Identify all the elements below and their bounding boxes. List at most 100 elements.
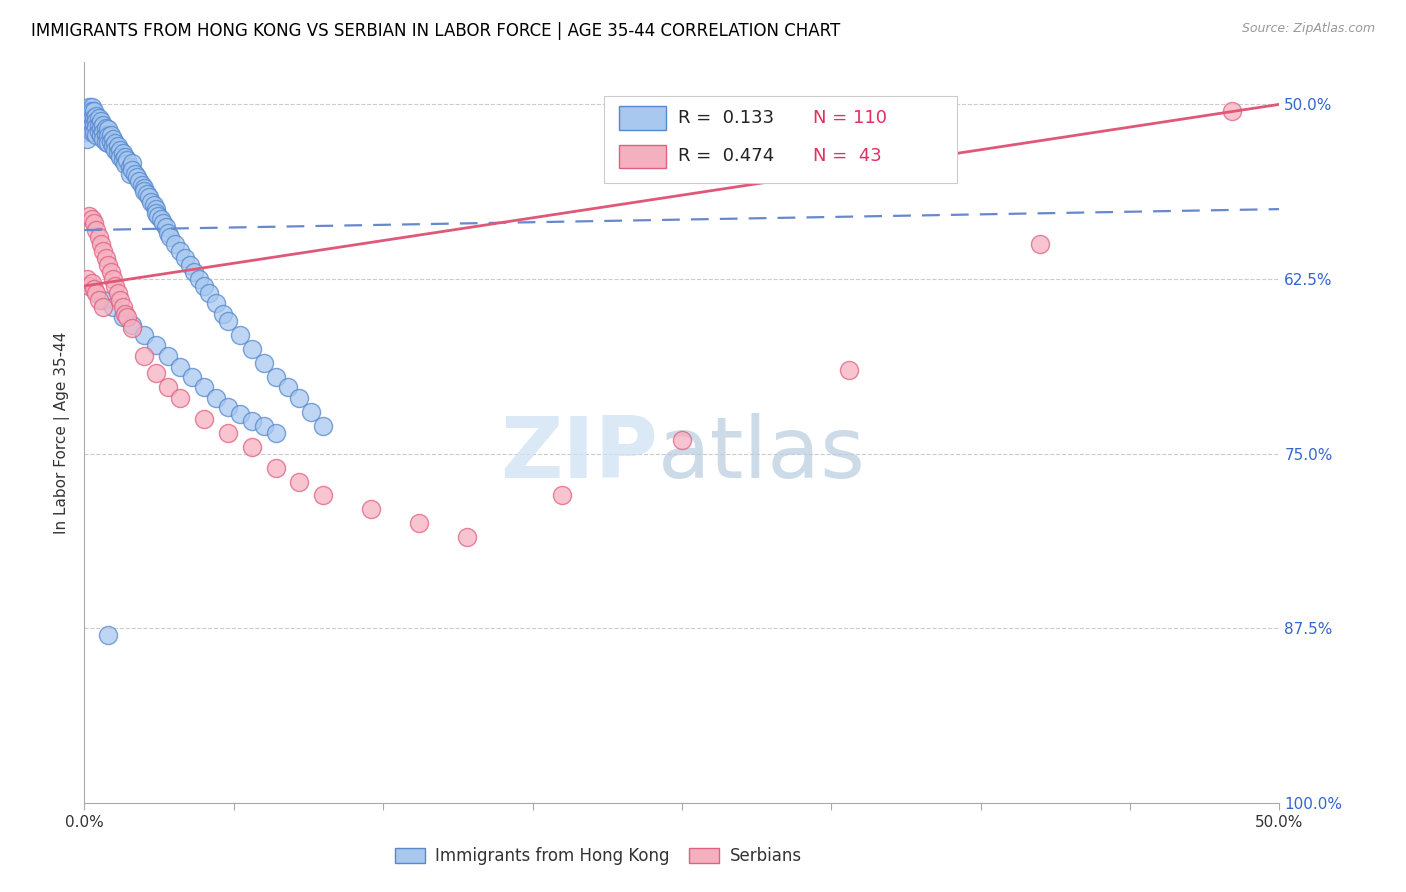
Point <box>93 244 115 258</box>
Point <box>80 125 103 139</box>
Point <box>80 104 103 119</box>
Point <box>121 321 143 335</box>
Point <box>132 184 156 198</box>
Point <box>101 139 124 153</box>
Point <box>97 136 120 151</box>
Text: R =  0.133: R = 0.133 <box>678 109 775 127</box>
Point <box>152 216 174 230</box>
Point <box>76 132 98 146</box>
Point <box>1220 104 1243 119</box>
Point <box>77 279 100 293</box>
Point <box>100 128 122 142</box>
Point <box>169 359 191 374</box>
Point <box>94 128 117 142</box>
Point <box>132 181 156 195</box>
Point <box>229 408 252 422</box>
Point <box>253 418 276 433</box>
Point <box>149 211 172 226</box>
Point <box>80 118 103 132</box>
Point <box>117 310 139 324</box>
Point <box>118 167 141 181</box>
Point <box>264 460 287 475</box>
Point <box>86 128 108 142</box>
Point <box>80 211 103 226</box>
Point <box>93 125 115 139</box>
Point <box>240 440 263 454</box>
Point <box>157 226 180 240</box>
Point <box>94 135 117 149</box>
Text: Source: ZipAtlas.com: Source: ZipAtlas.com <box>1241 22 1375 36</box>
Point <box>205 295 228 310</box>
Point <box>145 206 167 220</box>
Bar <box>619 145 666 169</box>
Point <box>408 516 430 531</box>
Point <box>111 300 134 314</box>
Point <box>456 530 478 544</box>
Point <box>193 411 215 425</box>
Point <box>86 285 108 300</box>
Point <box>93 118 115 132</box>
Point <box>131 178 153 193</box>
Point <box>86 109 108 123</box>
Point <box>83 112 105 126</box>
Point <box>100 135 122 149</box>
Point <box>83 104 105 119</box>
Point <box>838 363 860 377</box>
Point <box>179 258 201 272</box>
Point <box>101 272 124 286</box>
Point <box>100 265 122 279</box>
Point <box>76 118 98 132</box>
Point <box>77 118 100 132</box>
Point <box>107 285 129 300</box>
Point <box>90 121 112 136</box>
Point <box>87 230 110 244</box>
Point <box>110 144 132 158</box>
Point <box>121 163 143 178</box>
Point <box>77 104 100 119</box>
Point <box>229 327 252 342</box>
Point <box>110 293 132 307</box>
Point <box>264 425 287 440</box>
Point <box>94 251 117 265</box>
Point <box>107 146 129 161</box>
Bar <box>619 106 666 130</box>
Point <box>114 150 136 164</box>
Y-axis label: In Labor Force | Age 35-44: In Labor Force | Age 35-44 <box>55 332 70 533</box>
Point <box>121 156 143 170</box>
Point <box>124 167 146 181</box>
Point <box>76 272 98 286</box>
Point <box>90 237 112 252</box>
Point <box>97 628 120 642</box>
Point <box>132 349 156 363</box>
Point <box>173 251 195 265</box>
Point <box>671 433 693 447</box>
Point <box>217 425 239 440</box>
Point <box>212 307 235 321</box>
Point <box>86 223 108 237</box>
Point <box>148 209 170 223</box>
Point <box>253 356 276 370</box>
Point <box>101 300 124 314</box>
Point <box>181 369 204 384</box>
Point <box>145 337 167 351</box>
Point <box>240 342 263 356</box>
Point <box>83 118 105 132</box>
Point <box>145 202 167 216</box>
Point <box>1029 237 1052 252</box>
Point <box>312 488 335 502</box>
Point <box>90 114 112 128</box>
Point <box>145 366 167 380</box>
Point <box>118 160 141 174</box>
Point <box>135 186 157 201</box>
Point <box>288 391 311 405</box>
Point <box>76 125 98 139</box>
Point <box>157 349 180 363</box>
Point <box>111 153 134 168</box>
Point <box>77 112 100 126</box>
Point <box>132 327 156 342</box>
Point <box>111 146 134 161</box>
Text: N =  43: N = 43 <box>814 147 882 165</box>
Text: atlas: atlas <box>658 413 866 496</box>
Point <box>121 318 143 332</box>
Point <box>205 391 228 405</box>
